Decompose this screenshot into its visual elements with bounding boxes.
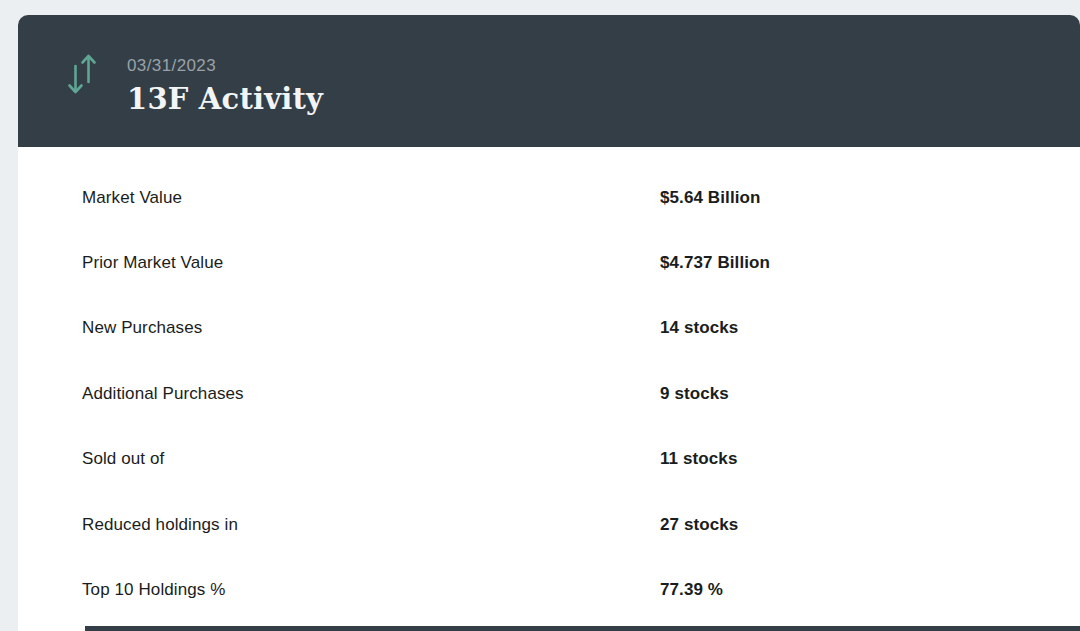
page-background: 03/31/2023 13F Activity Market Value $5.… [0, 0, 1080, 631]
row-label: Additional Purchases [82, 384, 244, 404]
row-value: 11 stocks [660, 449, 737, 469]
header-text: 03/31/2023 13F Activity [127, 57, 323, 114]
row-label: Sold out of [82, 449, 164, 469]
table-row: Reduced holdings in 27 stocks [18, 492, 1080, 557]
row-label: Prior Market Value [82, 253, 223, 273]
table-row: Sold out of 11 stocks [18, 427, 1080, 492]
card-header: 03/31/2023 13F Activity [18, 15, 1080, 147]
swap-vertical-arrows-icon[interactable] [66, 51, 98, 97]
card-title: 13F Activity [127, 85, 323, 114]
row-label: Reduced holdings in [82, 515, 238, 535]
row-label: New Purchases [82, 318, 202, 338]
activity-card: 03/31/2023 13F Activity Market Value $5.… [18, 15, 1080, 631]
row-value: $5.64 Billion [660, 188, 761, 208]
next-section-top-edge [85, 626, 1080, 631]
row-value: 27 stocks [660, 515, 738, 535]
row-value: 14 stocks [660, 318, 738, 338]
row-label: Market Value [82, 188, 182, 208]
table-row: Market Value $5.64 Billion [18, 165, 1080, 230]
activity-table: Market Value $5.64 Billion Prior Market … [18, 147, 1080, 623]
row-value: $4.737 Billion [660, 253, 770, 273]
table-row: New Purchases 14 stocks [18, 296, 1080, 361]
table-row: Prior Market Value $4.737 Billion [18, 230, 1080, 295]
row-value: 77.39 % [660, 580, 723, 600]
report-date: 03/31/2023 [127, 57, 323, 74]
table-row: Additional Purchases 9 stocks [18, 361, 1080, 426]
row-value: 9 stocks [660, 384, 729, 404]
row-label: Top 10 Holdings % [82, 580, 225, 600]
table-row: Top 10 Holdings % 77.39 % [18, 557, 1080, 622]
